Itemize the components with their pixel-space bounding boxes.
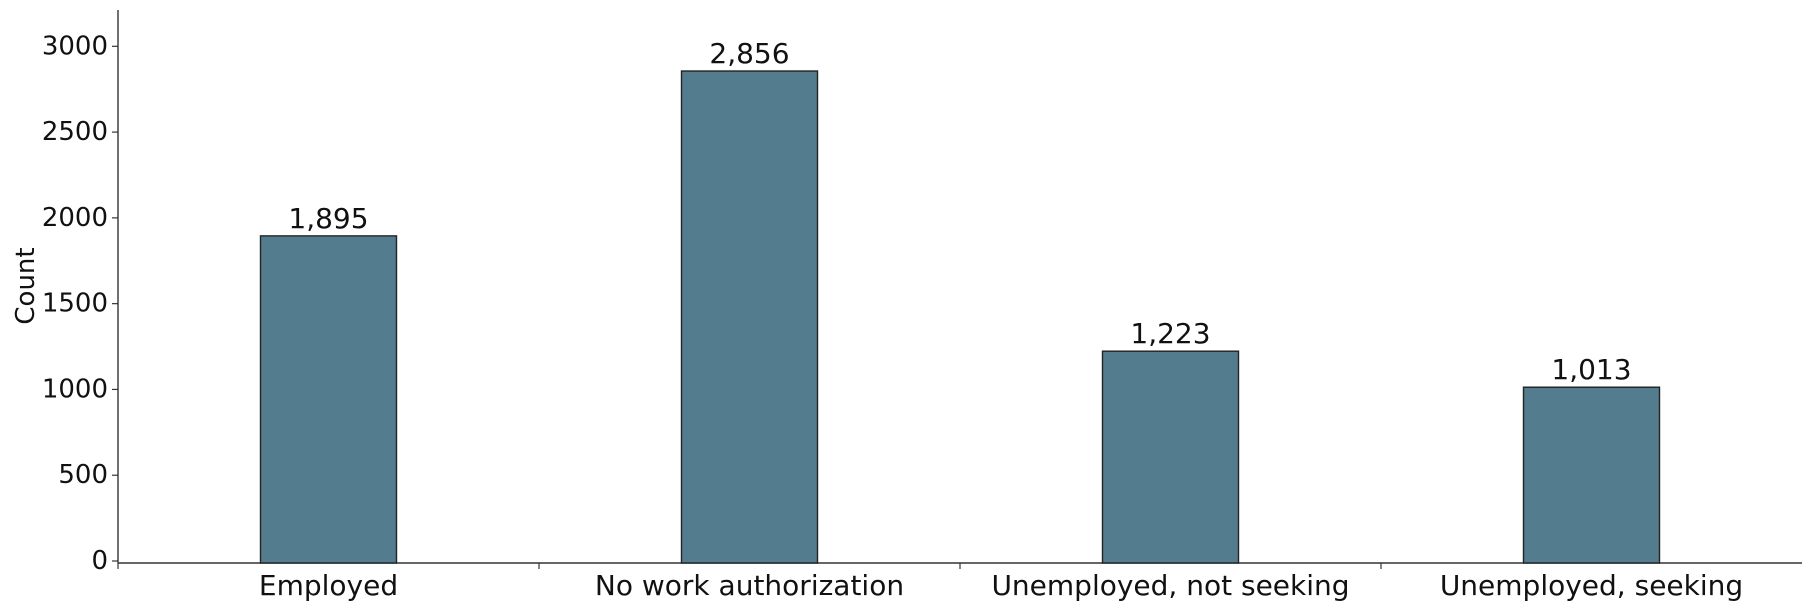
y-tick-label: 0 [91,546,108,576]
bar [680,70,819,564]
y-tick-label: 3000 [42,31,108,61]
bar-data-label: 1,895 [288,202,368,235]
y-tick-label: 1500 [42,289,108,319]
y-axis-title: Count [11,247,41,324]
y-tick-label: 500 [58,460,108,490]
x-tick-label: No work authorization [595,569,904,602]
bar-data-label: 1,013 [1551,353,1631,386]
y-tick-label: 1000 [42,374,108,404]
bar-data-label: 1,223 [1130,317,1210,350]
x-ticks: Employed No work authorization Unemployed,… [117,563,1743,602]
x-tick-label: Employed [259,569,398,602]
y-ticks: 0 500 1000 1500 2000 2500 3000 [42,31,118,576]
bar [1522,386,1661,564]
bar [259,235,398,564]
x-tick-label: Unemployed, seeking [1440,569,1743,602]
y-tick-label: 2000 [42,203,108,233]
y-tick-label: 2500 [42,117,108,147]
bars: 1,895 2,856 1,223 1,013 [259,37,1661,564]
bar-data-label: 2,856 [709,37,789,70]
bar [1101,350,1240,564]
x-tick-label: Unemployed, not seeking [991,569,1349,602]
